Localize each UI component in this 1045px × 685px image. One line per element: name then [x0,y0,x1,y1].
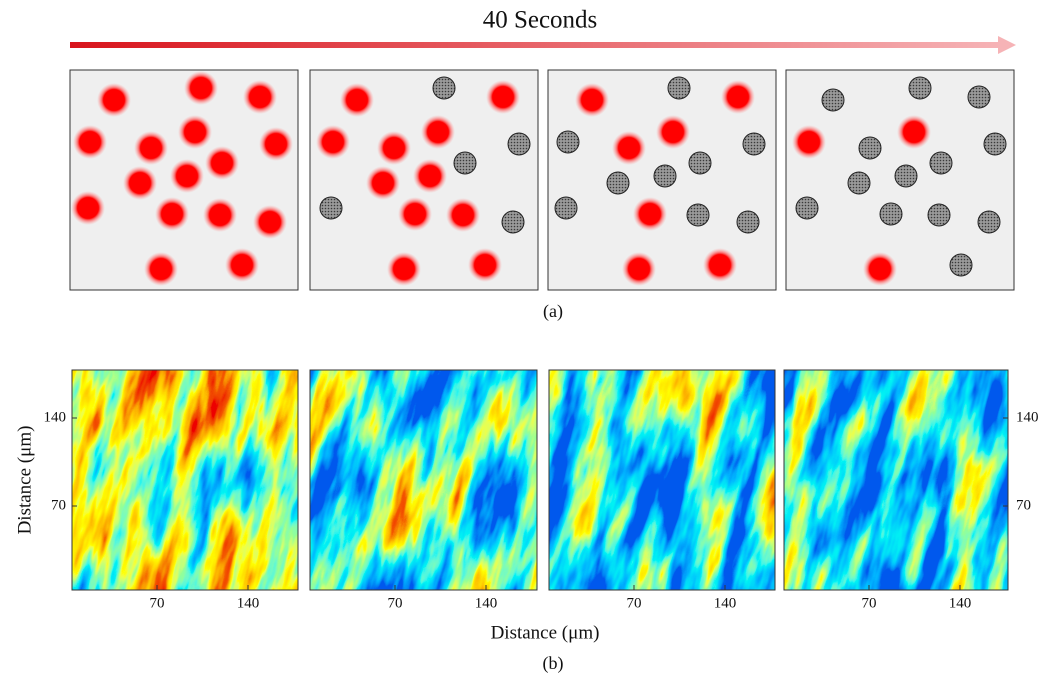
inactive-particle [453,151,477,175]
x-tick-label: 70 [627,595,642,611]
active-particle [387,252,421,286]
active-particle [144,252,178,286]
active-particle [633,197,667,231]
y-tick-label: 70 [51,497,66,513]
active-particle [253,205,287,239]
active-particle [792,125,826,159]
x-tick-label: 70 [862,595,877,611]
x-tick-label: 140 [949,595,972,611]
active-particle [134,131,168,165]
y-axis-label: Distance (μm) [14,426,35,535]
inactive-particle [736,210,760,234]
y-tick-label: 70 [1016,497,1031,513]
inactive-particle [432,76,456,100]
inactive-particle [929,151,953,175]
active-particle [468,248,502,282]
active-particle [575,83,609,117]
inactive-particle [908,76,932,100]
x-tick-label: 140 [475,595,498,611]
intensity-map [549,370,775,590]
inactive-particle [858,136,882,160]
active-particle [446,198,480,232]
caption-a: (a) [543,301,563,322]
x-tick-label: 70 [388,595,403,611]
active-particle [184,71,218,105]
active-particle [340,83,374,117]
active-particle [259,127,293,161]
map-texture [310,370,537,590]
active-particle [703,248,737,282]
inactive-particle [847,171,871,195]
time-arrow-head [998,36,1016,54]
inactive-particle [688,151,712,175]
active-particle [377,131,411,165]
active-particle [897,115,931,149]
y-tick-label: 140 [44,409,67,425]
active-particle [366,166,400,200]
active-particle [316,125,350,159]
inactive-particle [653,164,677,188]
active-particle [73,125,107,159]
inactive-particle [667,76,691,100]
inactive-particle [554,196,578,220]
map-frame [548,369,776,591]
active-particle [421,115,455,149]
intensity-map [72,370,298,590]
inactive-particle [821,88,845,112]
map-frame [309,369,538,591]
inactive-particle [879,202,903,226]
inactive-particle [742,132,766,156]
inactive-particle [501,210,525,234]
caption-b: (b) [543,653,564,674]
map-frame [71,369,299,591]
map-texture [784,370,1008,590]
active-particle [203,198,237,232]
map-texture [549,370,775,590]
map-texture [72,370,298,590]
active-particle [398,197,432,231]
active-particle [97,83,131,117]
map-frame [783,369,1009,591]
x-tick-label: 140 [237,595,260,611]
active-particle [243,80,277,114]
active-particle [612,131,646,165]
active-particle [71,191,105,225]
active-particle [178,115,212,149]
inactive-particle [983,132,1007,156]
inactive-particle [606,171,630,195]
inactive-particle [686,203,710,227]
active-particle [205,146,239,180]
active-particle [413,159,447,193]
inactive-particle [927,203,951,227]
active-particle [123,166,157,200]
active-particle [155,197,189,231]
active-particle [225,248,259,282]
active-particle [170,159,204,193]
inactive-particle [894,164,918,188]
inactive-particle [967,85,991,109]
x-axis-label: Distance (μm) [491,622,600,643]
inactive-particle [556,130,580,154]
active-particle [486,80,520,114]
intensity-map [784,370,1008,590]
arrow-label: 40 Seconds [483,7,598,34]
x-tick-label: 70 [150,595,165,611]
inactive-particle [949,253,973,277]
active-particle [656,115,690,149]
intensity-map [310,370,537,590]
x-tick-label: 140 [714,595,737,611]
time-arrow-shaft [70,42,1000,48]
active-particle [863,252,897,286]
inactive-particle [507,132,531,156]
inactive-particle [977,210,1001,234]
active-particle [622,252,656,286]
inactive-particle [795,196,819,220]
y-tick-label: 140 [1016,409,1039,425]
active-particle [721,80,755,114]
inactive-particle [319,196,343,220]
